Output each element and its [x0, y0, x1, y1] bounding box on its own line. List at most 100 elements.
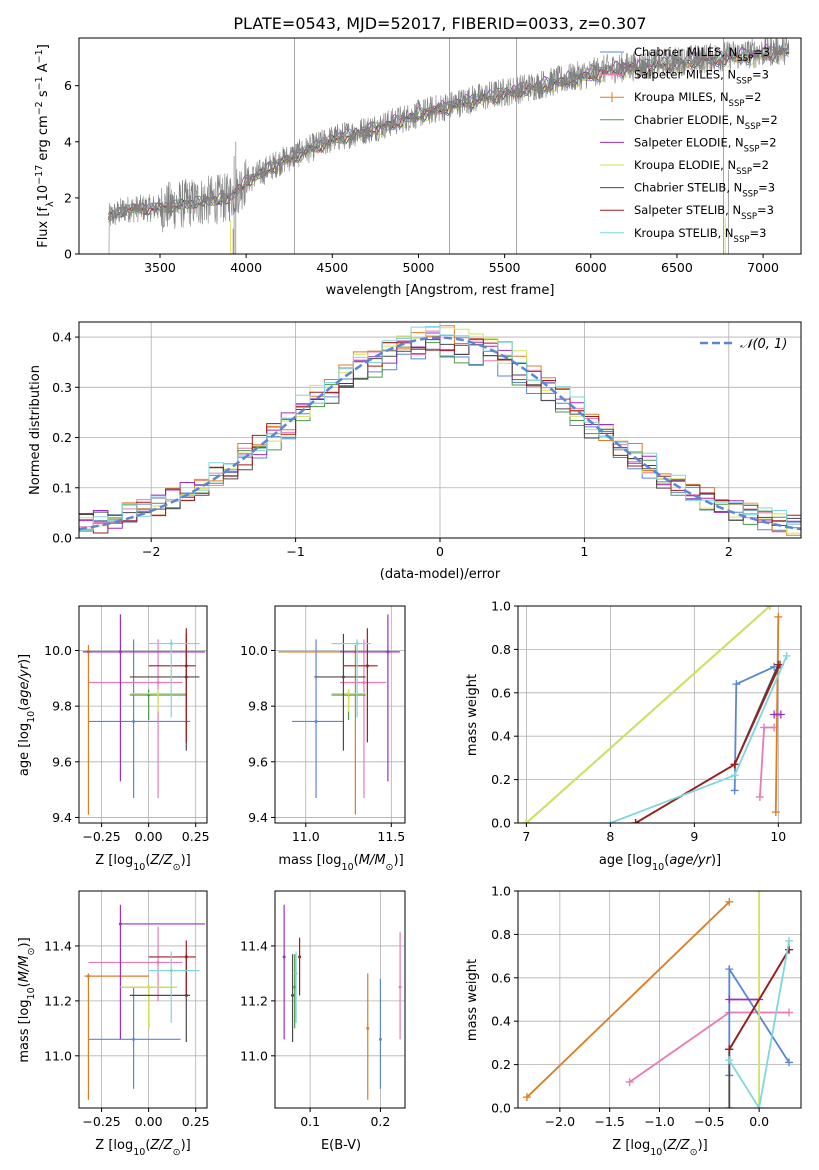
x-tick-label: 10 — [770, 829, 786, 844]
series-marker — [785, 1008, 794, 1017]
series-marker — [725, 965, 734, 974]
data-point — [362, 681, 366, 685]
residuals-marks — [79, 325, 801, 536]
series-marker — [725, 1104, 734, 1108]
data-point — [355, 642, 359, 646]
y-tick-label: 0.1 — [52, 480, 72, 495]
series-marker — [522, 1093, 531, 1102]
x-tick-label: −2 — [142, 544, 160, 559]
y-tick-label: 11.0 — [44, 1048, 72, 1063]
series-line — [759, 726, 775, 798]
x-tick-label: 5500 — [489, 260, 521, 275]
x-tick-label: 0.1 — [300, 1114, 320, 1129]
series-line — [526, 901, 730, 1098]
plot-residuals: −2 −1 0 1 2 0.0 0.1 0.2 0.3 0.4 𝒩(0, 1) — [52, 321, 802, 559]
y-tick-label: 2 — [64, 190, 72, 205]
histogram-series — [79, 326, 801, 531]
data-point — [291, 993, 295, 997]
axes-frame — [78, 321, 802, 539]
y-axis-label: mass [log10(M/M⊙)] — [17, 937, 37, 1062]
x-axis-label: E(B-V) — [321, 1138, 361, 1153]
legend-entry: Chabrier MILES, NSSP=3 — [634, 45, 770, 64]
series-marker — [776, 710, 785, 719]
y-axis-label: age [log10(age/yr)] — [17, 654, 37, 776]
data-point — [366, 1026, 370, 1030]
series-marker — [606, 819, 615, 823]
spectrum-legend: Chabrier MILES, NSSP=3 Salpeter MILES, NS… — [600, 45, 778, 245]
x-tick-label: 4000 — [230, 260, 262, 275]
x-axis-label: age [log10(age/yr)] — [599, 853, 721, 873]
series-marker — [625, 1077, 634, 1086]
x-tick-label: 7 — [522, 829, 530, 844]
y-tick-label: 9.6 — [52, 754, 72, 769]
y-tick-label: 4 — [64, 134, 72, 149]
x-tick-label: −0.25 — [82, 1114, 120, 1129]
y-tick-label: 0.6 — [491, 970, 511, 985]
spectrum-marks — [107, 38, 790, 254]
series-marker — [774, 612, 783, 621]
x-tick-label: −1.0 — [644, 1114, 674, 1129]
series-marker — [770, 710, 779, 719]
x-tick-label: 0.25 — [182, 1114, 210, 1129]
y-tick-label: 11.2 — [44, 993, 72, 1008]
mass_vs_Z-marks — [84, 904, 206, 1100]
legend-entry: Salpeter ELODIE, NSSP=2 — [634, 135, 777, 154]
y-tick-label: 0.2 — [52, 430, 72, 445]
series-marker — [785, 945, 794, 954]
y-tick-label: 11.4 — [240, 938, 268, 953]
data-point — [118, 922, 122, 926]
data-point — [293, 985, 297, 989]
y-tick-label: 1.0 — [491, 599, 511, 614]
x-tick-label: 0.0 — [749, 1114, 769, 1129]
axes-frame — [517, 605, 802, 824]
weight_vs_Z-marks — [522, 891, 794, 1108]
axes-frame — [78, 890, 208, 1109]
x-tick-label: −0.25 — [82, 829, 120, 844]
data-point — [118, 650, 122, 654]
data-point — [184, 955, 188, 959]
y-tick-label: 0.4 — [52, 330, 72, 345]
y-axis-label: mass weight — [465, 959, 480, 1041]
x-tick-label: 0.00 — [135, 1114, 163, 1129]
legend-entry: Kroupa ELODIE, NSSP=2 — [634, 158, 769, 177]
series-marker — [765, 606, 774, 610]
y-tick-label: 0.0 — [491, 1101, 511, 1116]
y-axis-label: Flux [fλ10−17 erg cm−2 s−1 A−1] — [34, 44, 56, 248]
data-point — [147, 693, 151, 697]
y-tick-label: 9.4 — [248, 810, 268, 825]
age_vs_Z-marks — [82, 614, 206, 815]
x-tick-label: 7000 — [747, 260, 779, 275]
plot-weight_vs_Z: −2.0 −1.5 −1.0 −0.5 0.0 0.0 0.2 0.4 0.6 0.8 1.0 — [491, 884, 802, 1129]
age_vs_mass-marks — [278, 614, 400, 815]
x-tick-label: 5000 — [403, 260, 435, 275]
y-tick-label: 11.4 — [44, 938, 72, 953]
y-tick-label: 0.3 — [52, 380, 72, 395]
data-spectrum — [108, 38, 790, 254]
data-point — [398, 985, 402, 989]
figure-title: PLATE=0543, MJD=52017, FIBERID=0033, z=0… — [233, 14, 646, 33]
data-point — [86, 974, 90, 978]
y-tick-label: 11.2 — [240, 993, 268, 1008]
series-marker — [771, 808, 780, 817]
axes-frame — [274, 890, 406, 1109]
series-line — [635, 664, 780, 823]
x-axis-label: Z [log10(Z/Z⊙)] — [95, 853, 190, 873]
y-tick-label: 9.6 — [248, 754, 268, 769]
x-tick-label: −0.5 — [694, 1114, 724, 1129]
series-line — [525, 606, 771, 823]
legend-entry: Chabrier ELODIE, NSSP=2 — [634, 113, 778, 132]
x-tick-label: 6000 — [575, 260, 607, 275]
data-point — [347, 692, 351, 696]
x-tick-label: 11.5 — [377, 829, 405, 844]
data-point — [365, 664, 369, 668]
plot-mass_vs_Z: −0.25 0.00 0.25 11.0 11.2 11.4 — [44, 890, 210, 1129]
axes-frame — [78, 605, 208, 824]
y-tick-label: 6 — [64, 78, 72, 93]
data-point — [298, 955, 302, 959]
legend-entry: Salpeter STELIB, NSSP=3 — [634, 203, 774, 222]
x-tick-label: 0.25 — [182, 829, 210, 844]
x-tick-label: 0.2 — [370, 1114, 390, 1129]
legend-entry: 𝒩(0, 1) — [740, 337, 787, 352]
series-marker — [730, 771, 739, 780]
